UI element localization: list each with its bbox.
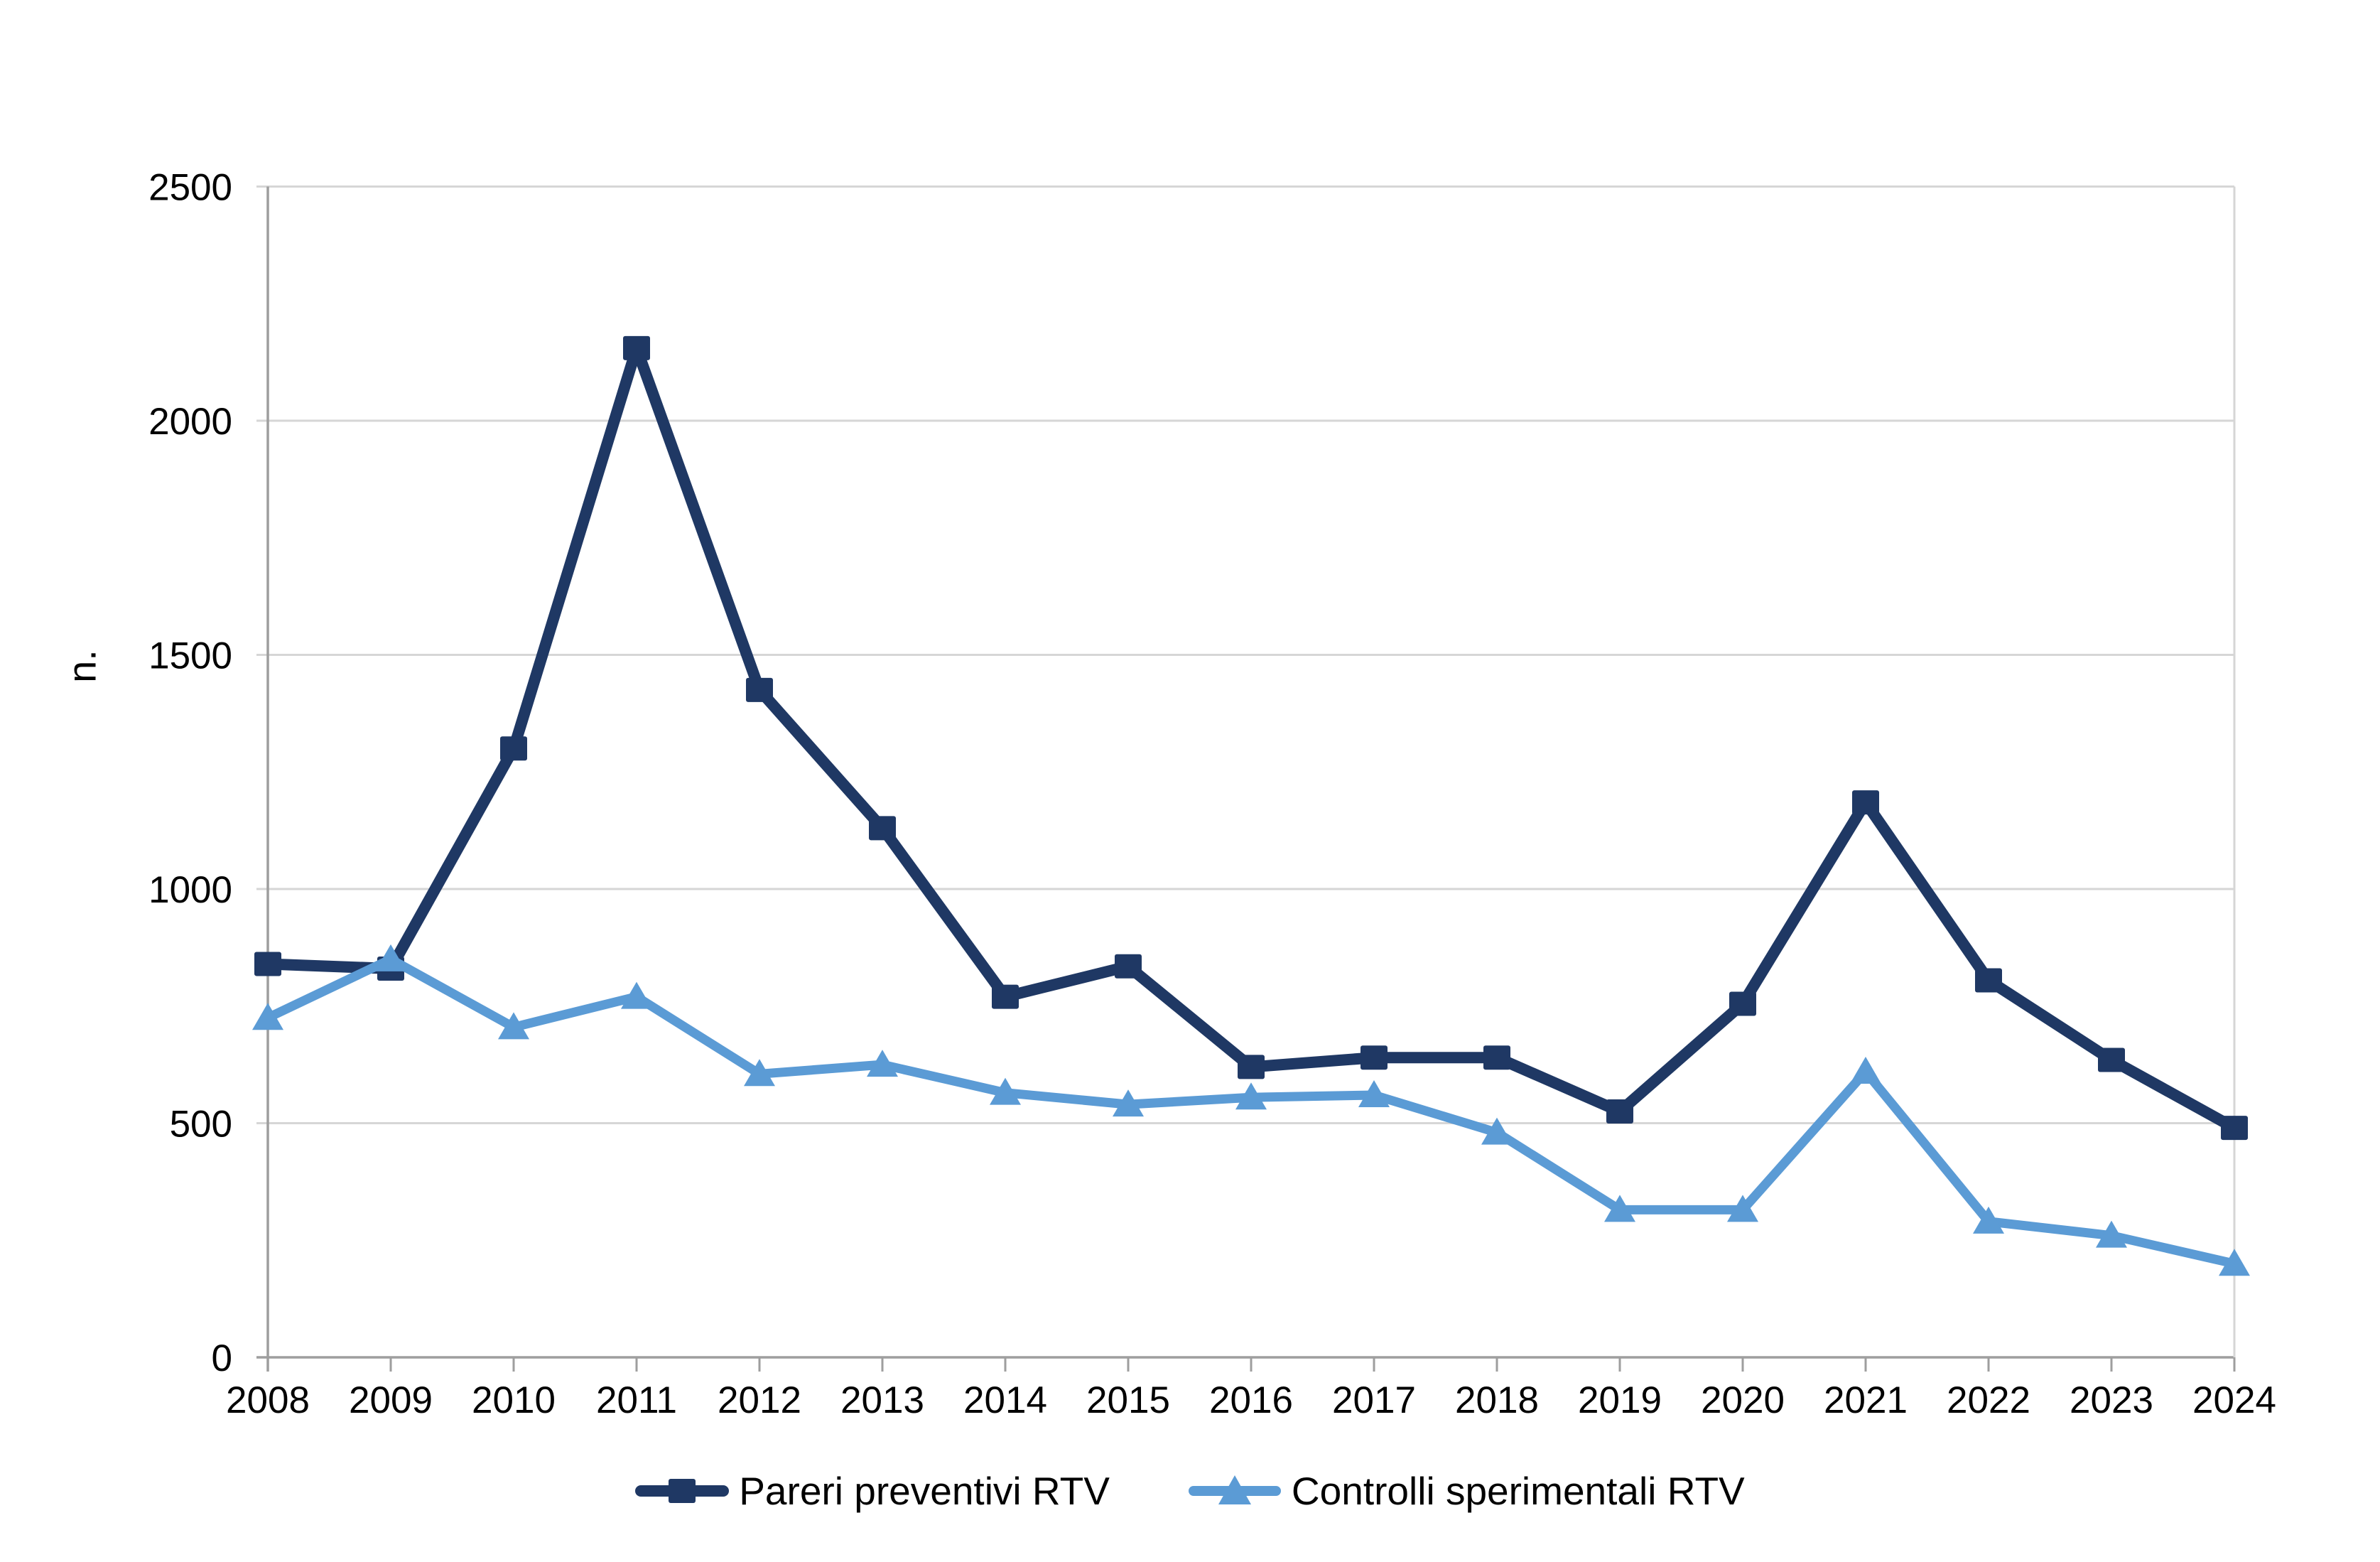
data-point-square	[1975, 968, 2002, 993]
x-tick-label: 2014	[963, 1379, 1047, 1421]
y-tick-label: 1500	[148, 635, 232, 677]
data-point-square	[1238, 1055, 1265, 1079]
y-tick-label: 2000	[148, 401, 232, 443]
y-tick-label: 1000	[148, 869, 232, 911]
chart-legend: Pareri preventivi RTV Controlli sperimen…	[0, 1468, 2380, 1514]
data-point-square	[992, 984, 1019, 1009]
x-tick-label: 2021	[1824, 1379, 1908, 1421]
data-point-triangle	[375, 944, 406, 971]
data-point-square	[2221, 1116, 2248, 1141]
data-point-triangle	[1358, 1079, 1390, 1107]
data-point-triangle	[1481, 1117, 1513, 1145]
x-tick-label: 2016	[1209, 1379, 1293, 1421]
data-point-triangle	[621, 981, 652, 1009]
data-point-triangle	[252, 1003, 283, 1030]
y-axis-title: n.	[59, 650, 104, 683]
data-point-triangle	[867, 1050, 898, 1077]
data-point-square	[1115, 954, 1142, 979]
data-point-triangle	[1604, 1195, 1635, 1222]
x-tick-label: 2024	[2192, 1379, 2276, 1421]
data-point-square	[869, 816, 896, 841]
x-tick-label: 2017	[1332, 1379, 1416, 1421]
x-tick-label: 2019	[1578, 1379, 1662, 1421]
data-point-square	[500, 736, 527, 761]
data-point-triangle	[1850, 1057, 1881, 1084]
x-tick-label: 2010	[472, 1379, 556, 1421]
legend-label-pareri: Pareri preventivi RTV	[739, 1469, 1110, 1513]
data-point-square	[1729, 991, 1756, 1016]
x-tick-label: 2020	[1701, 1379, 1785, 1421]
legend-marker-triangle-icon	[1188, 1475, 1281, 1504]
legend-label-controlli: Controlli sperimentali RTV	[1291, 1469, 1745, 1513]
series-line-controlli	[266, 954, 2236, 1269]
data-point-square	[623, 335, 650, 360]
y-tick-label: 2500	[148, 167, 232, 209]
x-tick-label: 2022	[1947, 1379, 2030, 1421]
x-tick-label: 2011	[596, 1379, 677, 1421]
data-point-triangle	[498, 1012, 529, 1040]
data-point-triangle	[744, 1059, 775, 1087]
data-point-triangle	[2096, 1220, 2127, 1248]
data-point-square	[1606, 1099, 1633, 1124]
x-tick-label: 2013	[840, 1379, 924, 1421]
legend-marker-square-icon	[635, 1479, 730, 1503]
data-point-triangle	[1973, 1206, 2004, 1234]
x-tick-label: 2008	[226, 1379, 310, 1421]
data-point-square	[1852, 790, 1879, 815]
x-tick-label: 2015	[1086, 1379, 1170, 1421]
data-point-triangle	[990, 1077, 1021, 1105]
data-point-triangle	[1113, 1089, 1144, 1117]
data-point-square	[1483, 1045, 1510, 1070]
x-tick-label: 2009	[349, 1379, 433, 1421]
data-point-square	[746, 677, 773, 702]
x-tick-label: 2018	[1455, 1379, 1539, 1421]
data-point-square	[254, 952, 281, 976]
y-tick-label: 500	[170, 1104, 232, 1146]
data-point-triangle	[1727, 1195, 1758, 1222]
data-point-triangle	[2219, 1249, 2250, 1276]
x-tick-label: 2023	[2070, 1379, 2153, 1421]
y-tick-label: 0	[212, 1337, 232, 1379]
legend-item-pareri: Pareri preventivi RTV	[635, 1468, 1110, 1514]
data-point-square	[1361, 1045, 1388, 1070]
legend-item-controlli: Controlli sperimentali RTV	[1188, 1468, 1745, 1514]
data-point-triangle	[1235, 1082, 1267, 1110]
data-point-square	[2098, 1047, 2125, 1072]
x-tick-label: 2012	[718, 1379, 801, 1421]
